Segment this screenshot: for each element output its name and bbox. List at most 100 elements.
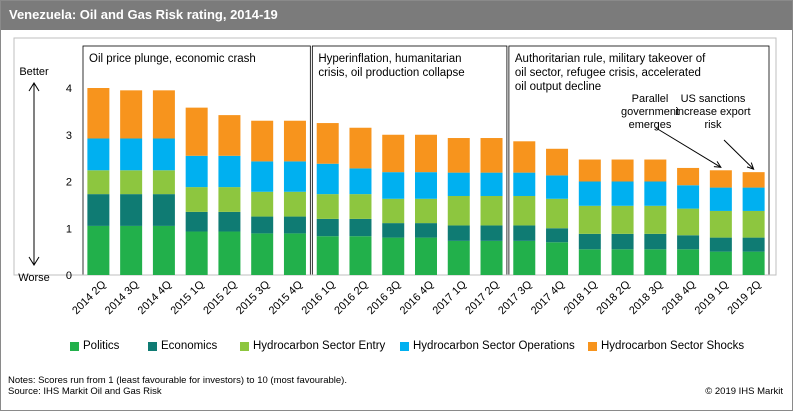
period-label-line: crisis, oil production collapse xyxy=(318,67,464,79)
bar-operations xyxy=(709,187,732,211)
bar-economics xyxy=(480,225,503,241)
legend-item-shocks: Hydrocarbon Sector Shocks xyxy=(588,340,744,352)
bar-economics xyxy=(447,225,470,241)
bar-politics xyxy=(349,236,372,275)
bar-entry xyxy=(415,198,437,224)
y-tick-label: 3 xyxy=(66,130,72,142)
legend-swatch-economics xyxy=(148,341,157,351)
annotation-arrow-line xyxy=(655,127,722,168)
x-tick-label: 2016 1Q xyxy=(300,278,339,317)
bar-operations xyxy=(251,161,274,192)
bar-economics xyxy=(742,237,765,252)
legend-item-entry: Hydrocarbon Sector Entry xyxy=(240,340,385,352)
bar-shocks xyxy=(677,167,700,186)
x-tick-label: 2017 4Q xyxy=(529,278,568,317)
legend-label-shocks: Hydrocarbon Sector Shocks xyxy=(601,340,745,352)
legend-swatch-shocks xyxy=(588,341,597,351)
bar-shocks xyxy=(415,134,437,173)
bar-politics xyxy=(677,249,700,275)
x-tick-label: 2018 2Q xyxy=(594,278,633,317)
bar-economics xyxy=(578,233,601,250)
bar-economics xyxy=(185,211,208,232)
bar-economics xyxy=(611,233,634,250)
title-bar: Venezuela: Oil and Gas Risk rating, 2014… xyxy=(1,1,792,30)
x-tick-label: 2015 1Q xyxy=(168,278,207,317)
bar-entry xyxy=(611,205,634,234)
annotation-arrow-line xyxy=(723,139,754,170)
x-tick-label: 2015 2Q xyxy=(201,278,240,317)
bar-entry xyxy=(513,195,536,226)
bar-shocks xyxy=(709,170,732,188)
x-tick-label: 2018 4Q xyxy=(660,278,699,317)
x-tick-label: 2016 4Q xyxy=(398,278,437,317)
bar-entry xyxy=(87,170,110,195)
bar-shocks xyxy=(578,159,601,182)
x-tick-label: 2014 4Q xyxy=(136,278,175,317)
bar-politics xyxy=(283,233,306,275)
x-tick-label: 2015 3Q xyxy=(234,278,273,317)
bar-politics xyxy=(316,236,339,275)
x-tick-label: 2019 1Q xyxy=(693,278,732,317)
bar-operations xyxy=(742,187,765,211)
bar-operations xyxy=(415,172,437,199)
period-label-line: oil output decline xyxy=(515,81,601,93)
axis-worse-label: Worse xyxy=(18,272,50,284)
bar-politics xyxy=(120,225,143,275)
period-label-line: Hyperinflation, humanitarian xyxy=(318,53,461,65)
bar-operations xyxy=(447,172,470,196)
y-tick-label: 2 xyxy=(66,177,72,189)
bar-politics xyxy=(251,233,274,275)
bar-entry xyxy=(316,194,339,219)
x-tick-label: 2015 4Q xyxy=(267,278,306,317)
legend-label-operations: Hydrocarbon Sector Operations xyxy=(413,340,575,352)
period-label-line: oil sector, refugee crisis, accelerated xyxy=(515,67,701,79)
copyright: © 2019 IHS Markit xyxy=(705,386,783,397)
bar-economics xyxy=(218,211,241,232)
bar-operations xyxy=(677,185,700,209)
bar-shocks xyxy=(349,127,372,169)
x-tick-label: 2017 2Q xyxy=(463,278,502,317)
bar-entry xyxy=(349,194,372,219)
bar-politics xyxy=(185,231,208,275)
bar-politics xyxy=(87,225,110,275)
bar-entry xyxy=(185,187,208,212)
axis-arrow-up-icon xyxy=(28,82,40,92)
bar-entry xyxy=(152,170,175,195)
bar-politics xyxy=(644,249,667,275)
bar-politics xyxy=(709,251,732,275)
bar-politics xyxy=(578,249,601,275)
bar-economics xyxy=(283,216,306,234)
notes-scale: Notes: Scores run from 1 (least favourab… xyxy=(8,375,347,386)
bar-entry xyxy=(120,170,143,195)
x-tick-label: 2017 3Q xyxy=(496,278,535,317)
notes-source: Source: IHS Markit Oil and Gas Risk xyxy=(8,386,162,397)
legend-swatch-operations xyxy=(400,341,409,351)
x-tick-label: 2017 1Q xyxy=(431,278,470,317)
bar-economics xyxy=(87,194,110,226)
bar-shocks xyxy=(447,138,470,173)
chart-title: Venezuela: Oil and Gas Risk rating, 2014… xyxy=(9,7,278,22)
bar-politics xyxy=(218,231,241,275)
x-tick-label: 2016 3Q xyxy=(365,278,404,317)
bar-shocks xyxy=(742,172,765,188)
bar-entry xyxy=(709,210,732,238)
bar-entry xyxy=(677,208,700,236)
period-box-3: Authoritarian rule, military takeover of… xyxy=(508,45,770,276)
bar-shocks xyxy=(218,115,241,156)
legend-item-economics: Economics xyxy=(148,340,217,352)
bar-economics xyxy=(546,228,569,243)
axis-better-label: Better xyxy=(19,66,49,78)
bar-politics xyxy=(152,225,175,275)
period-box-border xyxy=(311,45,508,276)
legend-swatch-entry xyxy=(240,341,249,351)
bar-operations xyxy=(513,172,536,196)
bar-politics xyxy=(742,251,765,275)
legend-item-operations: Hydrocarbon Sector Operations xyxy=(400,340,575,352)
bar-economics xyxy=(316,218,339,237)
bar-shocks xyxy=(120,90,143,139)
x-tick-label: 2019 2Q xyxy=(725,278,764,317)
bar-entry xyxy=(382,198,405,224)
bar-operations xyxy=(87,138,110,171)
bar-politics xyxy=(447,240,470,275)
bar-politics xyxy=(513,240,536,275)
